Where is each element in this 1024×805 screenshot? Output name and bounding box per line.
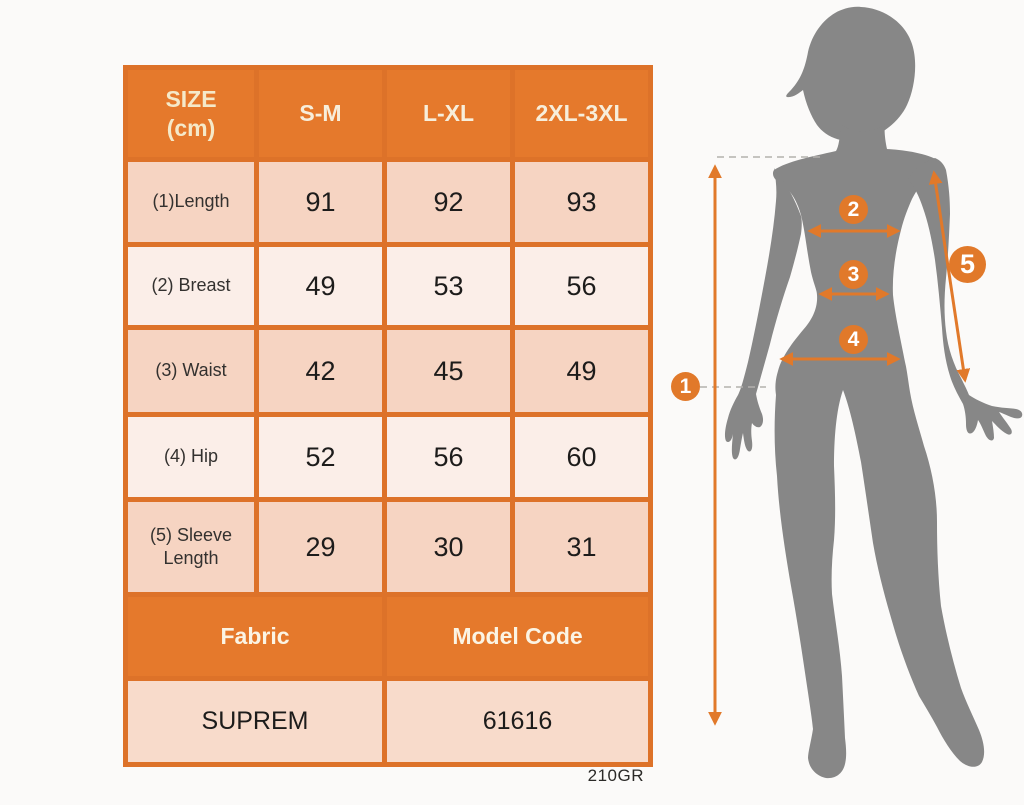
torso-legs-shape: [772, 124, 985, 779]
value-cell: 31: [510, 497, 653, 597]
row-label: (3) Waist: [123, 325, 259, 417]
value-cell: 29: [254, 497, 387, 597]
value-cell: 42: [254, 325, 387, 417]
measurement-arrows: [708, 164, 971, 726]
reference-dashes: [700, 156, 822, 388]
column-header-lxl: L-XL: [382, 65, 515, 162]
marker-1-length: 1: [671, 372, 700, 401]
value-cell: 53: [382, 242, 515, 330]
table-row-sleeve-length: (5) Sleeve Length 29 30 31: [123, 497, 653, 597]
sleeve-arrow: [928, 170, 971, 383]
value-cell: 30: [382, 497, 515, 597]
measurement-diagram: 1 2 3 4 5: [660, 0, 1024, 805]
value-cell: 56: [382, 412, 515, 502]
marker-2-breast: 2: [839, 195, 868, 224]
value-cell: 49: [254, 242, 387, 330]
table-row-waist: (3) Waist 42 45 49: [123, 325, 653, 417]
value-cell: 60: [510, 412, 653, 502]
value-cell: 92: [382, 157, 515, 247]
left-arm-shape: [724, 168, 802, 460]
model-code-header-cell: Model Code: [382, 592, 653, 681]
body-silhouette-graphic: [700, 6, 1023, 779]
table-row-length: (1)Length 91 92 93: [123, 157, 653, 247]
value-cell: 93: [510, 157, 653, 247]
table-row-hip: (4) Hip 52 56 60: [123, 412, 653, 502]
value-cell: 91: [254, 157, 387, 247]
row-label: (4) Hip: [123, 412, 259, 502]
value-cell: 49: [510, 325, 653, 417]
table-row-breast: (2) Breast 49 53 56: [123, 242, 653, 330]
right-arm-shape: [908, 158, 1023, 441]
fabric-weight-note: 210GR: [587, 766, 644, 785]
fabric-header-cell: Fabric: [123, 592, 387, 681]
marker-4-hip: 4: [839, 325, 868, 354]
value-cell: 56: [510, 242, 653, 330]
row-label: (1)Length: [123, 157, 259, 247]
table-footer-header-row: Fabric Model Code: [123, 592, 653, 681]
row-label: (2) Breast: [123, 242, 259, 330]
value-cell: 45: [382, 325, 515, 417]
value-cell: 52: [254, 412, 387, 502]
model-code-value-cell: 61616: [382, 676, 653, 767]
marker-5-sleeve: 5: [949, 246, 986, 283]
size-header-line1: SIZE: [165, 85, 217, 112]
table-header-row: SIZE (cm) S-M L-XL 2XL-3XL: [123, 65, 653, 162]
size-header-line2: (cm): [166, 114, 216, 141]
table-footer-value-row: SUPREM 61616: [123, 676, 653, 767]
woman-silhouette: [724, 6, 1023, 779]
size-unit-header-cell: SIZE (cm): [123, 65, 259, 162]
size-table: SIZE (cm) S-M L-XL 2XL-3XL (1)Length 91 …: [123, 65, 653, 767]
fabric-value-cell: SUPREM: [123, 676, 387, 767]
row-label: (5) Sleeve Length: [123, 497, 259, 597]
marker-3-waist: 3: [839, 260, 868, 289]
column-header-sm: S-M: [254, 65, 387, 162]
head-shape: [786, 6, 916, 142]
column-header-2xl3xl: 2XL-3XL: [510, 65, 653, 162]
